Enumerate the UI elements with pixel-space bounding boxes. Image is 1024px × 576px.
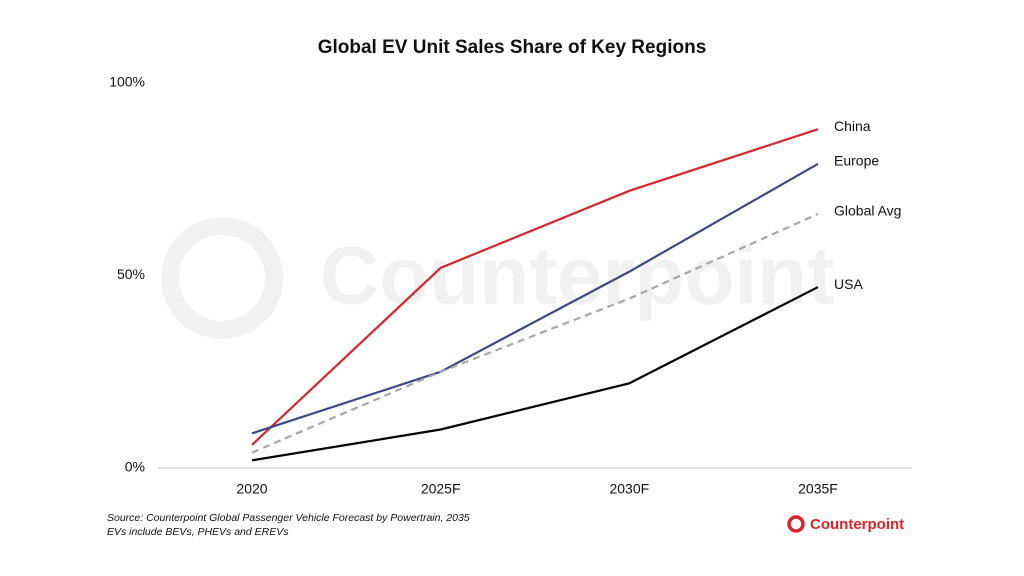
brand-name: Counterpoint [810, 516, 904, 533]
x-tick-label: 2030F [609, 481, 649, 497]
watermark-logo [161, 217, 283, 339]
series-label: China [834, 118, 871, 134]
series-line [251, 212, 819, 454]
series-line [251, 162, 819, 435]
chart-title: Global EV Unit Sales Share of Key Region… [318, 37, 707, 58]
source-note: Source: Counterpoint Global Passenger Ve… [107, 512, 470, 524]
y-tick-label: 0% [125, 459, 145, 475]
brand-logo: Counterpoint [787, 515, 904, 533]
brand-icon [787, 515, 805, 533]
series-label: Europe [834, 153, 879, 169]
series-label: USA [834, 276, 863, 292]
x-tick-label: 2025F [421, 481, 461, 497]
watermark: Counterpoint [161, 217, 835, 339]
footnote: EVs include BEVs, PHEVs and EREVs [107, 526, 289, 538]
series-line [251, 128, 819, 446]
y-tick-label: 100% [109, 74, 145, 90]
series-line [251, 286, 819, 462]
watermark-text: Counterpoint [320, 231, 835, 322]
x-tick-label: 2035F [798, 481, 838, 497]
y-tick-label: 50% [117, 266, 145, 282]
series-label: Global Avg [834, 203, 901, 219]
x-tick-label: 2020 [236, 481, 267, 497]
